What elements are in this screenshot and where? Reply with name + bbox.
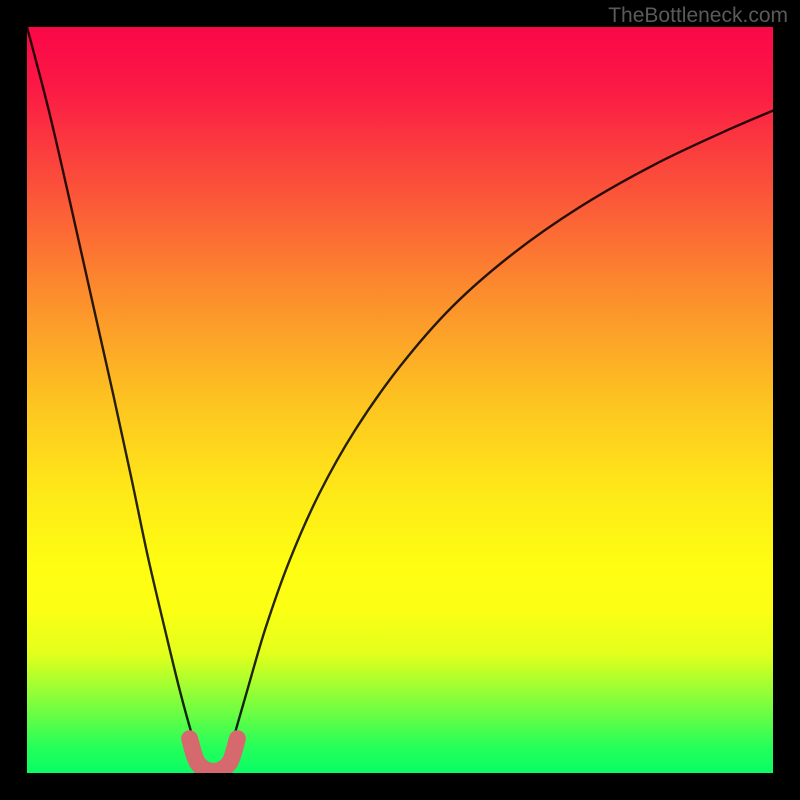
bottleneck-curve — [27, 27, 773, 773]
optimal-marker-icon — [190, 739, 238, 772]
outer-frame: TheBottleneck.com — [0, 0, 800, 800]
plot-area — [27, 27, 773, 773]
curve-left-branch — [27, 27, 202, 766]
curve-right-branch — [225, 111, 773, 766]
watermark-text: TheBottleneck.com — [608, 4, 788, 28]
